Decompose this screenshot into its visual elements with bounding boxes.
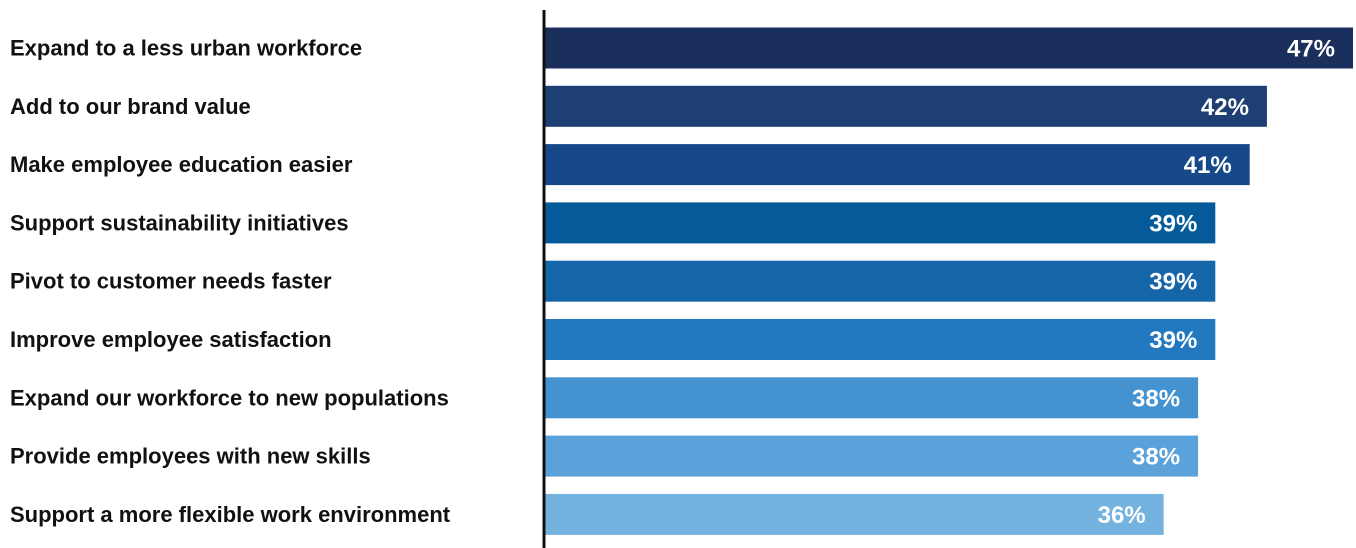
category-label: Add to our brand value	[10, 94, 251, 119]
bar	[544, 319, 1216, 360]
value-label: 42%	[1201, 94, 1249, 121]
value-label: 39%	[1149, 210, 1197, 237]
bar	[544, 144, 1250, 186]
category-label: Improve employee satisfaction	[10, 327, 332, 352]
bars	[544, 27, 1353, 535]
value-label: 41%	[1184, 152, 1232, 179]
category-label: Support sustainability initiatives	[10, 210, 349, 235]
category-label: Pivot to customer needs faster	[10, 269, 332, 294]
value-label: 39%	[1149, 327, 1197, 354]
category-labels: Expand to a less urban workforce Add to o…	[10, 36, 451, 527]
category-label: Expand our workforce to new populations	[10, 385, 449, 410]
value-label: 38%	[1132, 444, 1180, 471]
value-labels: 47% 42% 41% 39% 39% 39% 38% 38% 36%	[1098, 36, 1335, 529]
bar	[544, 202, 1216, 244]
bar	[544, 27, 1353, 69]
value-label: 47%	[1287, 36, 1335, 63]
bar	[544, 435, 1199, 477]
bar	[544, 493, 1164, 535]
bar	[544, 260, 1216, 302]
value-label: 36%	[1098, 502, 1146, 529]
value-label: 39%	[1149, 269, 1197, 296]
category-label: Provide employees with new skills	[10, 444, 371, 469]
category-label: Support a more flexible work environment	[10, 502, 451, 527]
bar	[544, 377, 1199, 419]
value-label: 38%	[1132, 385, 1180, 412]
category-label: Make employee education easier	[10, 152, 353, 177]
bar	[544, 85, 1267, 127]
category-label: Expand to a less urban workforce	[10, 36, 362, 61]
